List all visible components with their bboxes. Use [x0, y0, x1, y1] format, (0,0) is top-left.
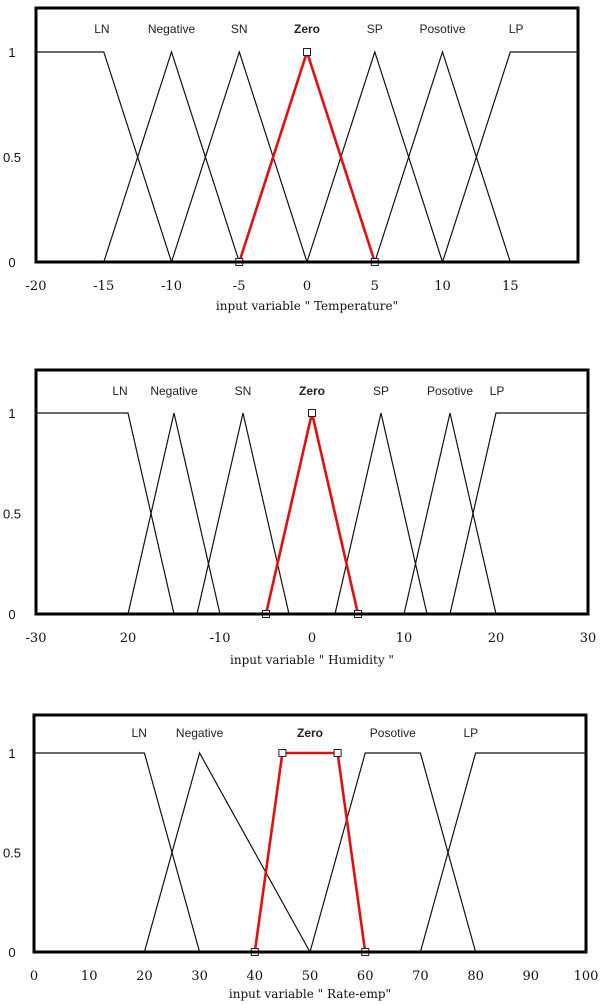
mf-line-zero: [238, 47, 377, 263]
mf-line-zero: [264, 412, 360, 615]
x-tick-label: 0: [308, 631, 316, 646]
mf-vertex-handle: [278, 749, 287, 757]
x-axis-title: input variable " Temperature": [216, 299, 398, 313]
mf-line-ln: [34, 752, 201, 953]
mf-line-ln: [36, 412, 175, 615]
x-tick-label: 50: [302, 969, 319, 984]
mf-label-lp: LP: [509, 22, 524, 36]
x-tick-label: 70: [412, 969, 429, 984]
mf-vertex-handle: [308, 409, 316, 417]
x-tick-label: 30: [580, 631, 597, 646]
mf-label-zero: Zero: [294, 22, 320, 36]
mf-label-posotive: Posotive: [370, 726, 416, 740]
mf-label-posotive: Posotive: [419, 22, 465, 36]
mf-label-negative: Negative: [176, 726, 224, 740]
x-tick-label: 10: [396, 631, 413, 646]
plot-frame: [34, 6, 580, 264]
x-tick-label: 0: [30, 969, 38, 984]
y-tick-label: 1: [8, 746, 15, 761]
x-tick-label: 10: [434, 279, 451, 294]
mf-line-sn: [170, 50, 308, 263]
mf-line-posotive: [309, 752, 477, 953]
y-tick-label: 0.5: [3, 507, 21, 522]
x-tick-label: 20: [136, 969, 153, 984]
x-tick-label: 0: [303, 279, 311, 294]
x-axis-title: input variable " Humidity ": [230, 653, 394, 667]
mf-label-sp: SP: [373, 384, 389, 398]
plot-frame: [34, 368, 590, 616]
x-tick-label: 40: [247, 969, 264, 984]
mf-label-ln: LN: [112, 384, 127, 398]
mf-line-sp: [334, 412, 428, 615]
x-tick-label: 15: [502, 279, 519, 294]
x-tick-label: 60: [357, 969, 374, 984]
mf-label-lp: LP: [490, 384, 505, 398]
x-tick-label: 5: [371, 279, 379, 294]
mf-line-sp: [306, 50, 444, 263]
x-tick-label: 80: [467, 969, 484, 984]
mf-label-posotive: Posotive: [427, 384, 473, 398]
mf-line-zero: [253, 751, 367, 953]
y-tick-label: 0.5: [3, 150, 21, 165]
y-tick-label: 0: [8, 255, 15, 270]
mf-label-sp: SP: [367, 22, 383, 36]
y-tick-label: 0: [8, 945, 15, 960]
mf-label-sn: SN: [235, 384, 252, 398]
x-tick-label: -10: [210, 631, 231, 646]
x-tick-label: -15: [93, 279, 114, 294]
x-tick-label: 20: [120, 631, 137, 646]
x-tick-label: 20: [488, 631, 505, 646]
x-tick-label: 10: [81, 969, 98, 984]
mf-label-negative: Negative: [150, 384, 198, 398]
mf-line-sn: [196, 412, 290, 615]
mf-label-ln: LN: [132, 726, 147, 740]
x-axis-title: input variable " Rate-emp": [229, 987, 391, 1001]
y-tick-label: 0: [8, 607, 15, 622]
mf-line-posotive: [374, 50, 511, 263]
mf-line-negative: [103, 50, 240, 263]
mf-line-negative: [127, 412, 221, 615]
y-tick-label: 0.5: [3, 846, 21, 861]
mf-line-ln: [36, 51, 173, 263]
mf-label-lp: LP: [463, 726, 478, 740]
mf-line-lp: [441, 51, 578, 263]
mf-line-lp: [419, 752, 586, 953]
y-tick-label: 1: [8, 45, 15, 60]
mf-label-ln: LN: [94, 22, 109, 36]
x-tick-label: -10: [161, 279, 182, 294]
mf-vertex-handle: [333, 749, 342, 757]
x-tick-label: 90: [523, 969, 540, 984]
mf-vertex-handle: [303, 48, 311, 56]
mf-label-sn: SN: [231, 22, 248, 36]
humidity-chart: 1 0.5 0 -30 20 -10 0 10 20 30 input variable " Hum…: [3, 368, 597, 667]
x-tick-label: -20: [26, 279, 47, 294]
mf-line-posotive: [403, 412, 497, 615]
mf-line-negative: [143, 751, 311, 953]
mf-label-negative: Negative: [148, 22, 196, 36]
x-tick-label: 30: [191, 969, 208, 984]
temperature-chart: 1 0.5 0 -20 -15 -10 -5 0 5 10 15 input variable " T…: [3, 6, 580, 313]
rate-emp-chart: 1 0.5 00 10 20 30 40 50 60 70 80 90 100 input variabl…: [3, 713, 599, 1001]
x-tick-label: -30: [26, 631, 47, 646]
x-tick-label: -5: [233, 279, 246, 294]
y-tick-label: 1: [8, 406, 15, 421]
plot-frame: [32, 713, 588, 954]
x-tick-label: 100: [574, 969, 599, 984]
mf-label-zero: Zero: [297, 726, 323, 740]
mf-line-lp: [449, 412, 588, 615]
mf-label-zero: Zero: [299, 384, 325, 398]
